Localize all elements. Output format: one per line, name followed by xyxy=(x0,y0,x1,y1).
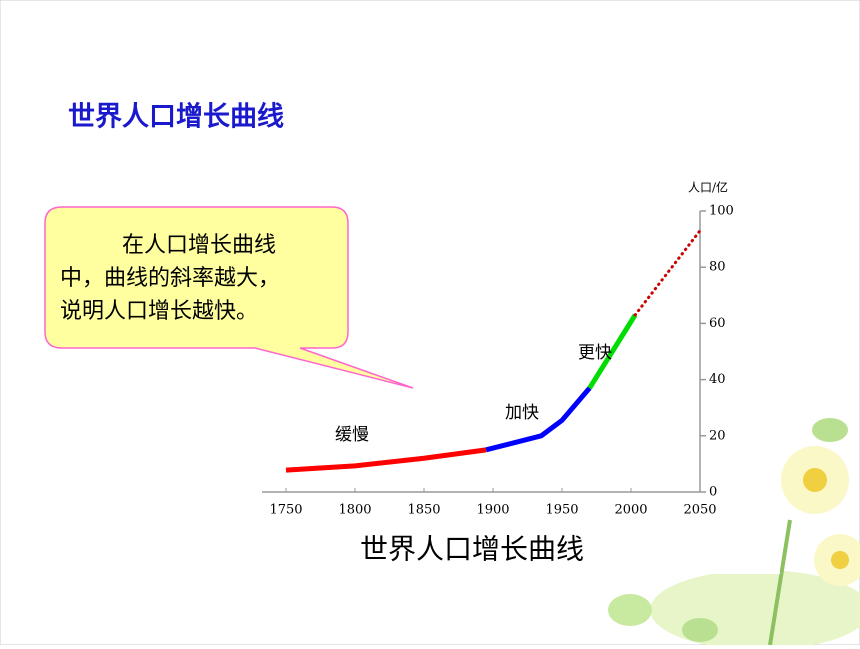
y-axis-label: 人口/亿 xyxy=(688,180,728,195)
caption-bg xyxy=(350,528,780,574)
series-label: 缓慢 xyxy=(335,424,369,445)
slide-title: 世界人口增长曲线 xyxy=(68,101,284,133)
x-tick-label: 1900 xyxy=(476,503,509,518)
line-series xyxy=(285,447,487,473)
y-tick-label: 20 xyxy=(709,428,726,443)
line-series xyxy=(587,313,638,390)
x-tick-label: 1950 xyxy=(545,503,578,518)
line-series xyxy=(633,229,702,317)
callout-line: 在人口增长曲线 xyxy=(122,233,276,258)
flowers xyxy=(608,418,860,649)
callout-line: 中，曲线的斜率越大， xyxy=(60,266,280,291)
x-tick-label: 1850 xyxy=(407,503,440,518)
x-tick-label: 2050 xyxy=(683,503,716,518)
series-label: 加快 xyxy=(505,403,539,423)
x-tick-label: 1750 xyxy=(269,503,302,518)
chart-title: 世界人口增长曲线 xyxy=(360,533,584,566)
y-tick-label: 60 xyxy=(709,316,726,331)
x-tick-label: 1800 xyxy=(338,503,371,518)
plot: 0 20 40 60 80 100 1750 1800 1850 1900 1950 2000 2050… xyxy=(262,204,734,518)
series-label: 更快 xyxy=(578,343,612,363)
y-tick-label: 40 xyxy=(709,372,726,387)
y-tick-label: 80 xyxy=(709,260,726,275)
y-tick-label: 100 xyxy=(709,204,734,219)
line-series xyxy=(485,386,592,453)
y-tick-label: 0 xyxy=(709,485,717,500)
x-tick-label: 2000 xyxy=(614,503,647,518)
callout-line: 说明人口增长越快。 xyxy=(60,299,258,324)
callout: 在人口增长曲线 中，曲线的斜率越大， 说明人口增长越快。 xyxy=(44,206,414,389)
